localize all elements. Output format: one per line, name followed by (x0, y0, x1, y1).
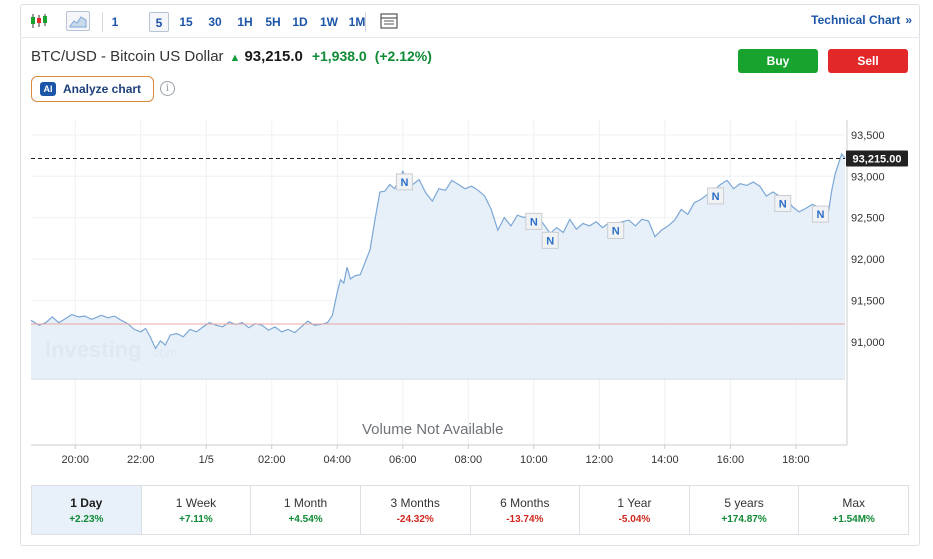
timeframe-5[interactable]: 5 (149, 12, 169, 32)
current-price-label: 93,215.00 (853, 153, 902, 165)
x-tick-label: 04:00 (324, 454, 352, 466)
timeframe-1w[interactable]: 1W (320, 15, 338, 29)
period-change: +2.23% (69, 513, 104, 525)
x-tick-label: 12:00 (586, 454, 614, 466)
period-label: 5 years (724, 495, 764, 510)
last-price: 93,215.0 (244, 48, 303, 65)
buy-button[interactable]: Buy (738, 49, 818, 73)
technical-chart-label: Technical Chart (811, 13, 901, 27)
timeframe-30[interactable]: 30 (208, 15, 222, 29)
instrument-name: BTC/USD - Bitcoin US Dollar (31, 48, 224, 65)
news-marker-label: N (816, 209, 824, 221)
news-marker-label: N (779, 199, 787, 211)
toolbar-divider (102, 12, 103, 32)
technical-chart-link[interactable]: Technical Chart » (811, 13, 912, 27)
x-tick-label: 06:00 (389, 454, 417, 466)
up-arrow-icon: ▲ (229, 52, 241, 64)
x-tick-label: 14:00 (651, 454, 679, 466)
ai-badge-icon: AI (40, 82, 56, 96)
toolbar-divider (365, 12, 366, 32)
current-price-tag (846, 150, 908, 167)
news-marker (707, 187, 725, 205)
table-icon[interactable] (378, 11, 400, 31)
period-1-year[interactable]: 1 Year -5.04% (580, 486, 690, 534)
price-area (31, 153, 845, 379)
period-1-day[interactable]: 1 Day +2.23% (32, 486, 142, 534)
period-change: +7.11% (179, 513, 213, 525)
analyze-chart-button[interactable]: AI Analyze chart (31, 76, 154, 102)
news-marker (607, 221, 625, 239)
y-tick-label: 92,500 (851, 213, 885, 225)
timeframe-1m[interactable]: 1M (348, 15, 366, 29)
analyze-chart-label: Analyze chart (63, 82, 142, 96)
x-tick-label: 16:00 (717, 454, 745, 466)
news-marker (774, 195, 792, 213)
news-marker-label: N (400, 177, 408, 189)
period-1-week[interactable]: 1 Week +7.11% (142, 486, 252, 534)
news-marker (541, 231, 559, 249)
period-change: +1.54M% (832, 513, 875, 525)
x-tick-label: 08:00 (455, 454, 483, 466)
price-line (30, 152, 846, 350)
news-marker (525, 212, 543, 230)
volume-not-available: Volume Not Available (362, 421, 504, 438)
news-marker-label: N (546, 235, 554, 247)
period-change: -5.04% (618, 513, 651, 525)
instrument-header: BTC/USD - Bitcoin US Dollar ▲ 93,215.0 +… (31, 48, 432, 65)
x-tick-label: 02:00 (258, 454, 286, 466)
news-marker-label: N (530, 216, 538, 228)
y-tick-label: 93,500 (851, 130, 885, 142)
x-tick-label: 22:00 (127, 454, 155, 466)
period-1-month[interactable]: 1 Month +4.54% (251, 486, 361, 534)
timeframe-1d[interactable]: 1D (292, 15, 308, 29)
period-performance-bar: 1 Day +2.23% 1 Week +7.11% 1 Month +4.54% 3 Mo… (31, 485, 909, 535)
candlestick-icon[interactable] (28, 11, 50, 31)
area-chart-icon[interactable] (66, 11, 90, 31)
y-tick-label: 91,000 (851, 337, 885, 349)
price-chart: Investing.com93,50093,00092,50092,00091,… (30, 120, 908, 466)
period-3-months[interactable]: 3 Months -24.32% (361, 486, 471, 534)
price-change-percent: (+2.12%) (374, 48, 432, 64)
news-marker (811, 205, 829, 223)
y-tick-label: 92,000 (851, 254, 885, 266)
news-marker-label: N (712, 191, 720, 203)
chart-toolbar: 1 5 15 30 1H 5H 1D 1W 1M Technical Chart» (20, 4, 920, 38)
y-tick-label: 91,500 (851, 295, 885, 307)
period-label: 1 Year (617, 495, 652, 510)
x-tick-label: 10:00 (520, 454, 548, 466)
y-tick-label: 93,000 (851, 171, 885, 183)
timeframe-1h[interactable]: 1H (237, 15, 253, 29)
period-label: 6 Months (500, 495, 550, 510)
period-6-months[interactable]: 6 Months -13.74% (471, 486, 581, 534)
period-label: 1 Day (70, 495, 103, 510)
period-5-years[interactable]: 5 years +174.87% (690, 486, 800, 534)
period-change: -24.32% (396, 513, 434, 525)
period-max[interactable]: Max +1.54M% (799, 486, 908, 534)
timeframe-5h[interactable]: 5H (265, 15, 281, 29)
period-label: 1 Week (175, 495, 217, 510)
period-change: +174.87% (721, 513, 767, 525)
double-chevron-right-icon: » (905, 13, 912, 27)
x-tick-label: 18:00 (782, 454, 810, 466)
period-label: Max (842, 495, 866, 510)
news-marker (395, 173, 413, 191)
timeframe-15[interactable]: 15 (179, 15, 193, 29)
period-change: -13.74% (506, 513, 544, 525)
news-marker-label: N (612, 225, 620, 237)
period-label: 3 Months (390, 495, 440, 510)
sell-button[interactable]: Sell (828, 49, 908, 73)
price-change: +1,938.0 (311, 48, 367, 64)
info-icon[interactable]: i (160, 81, 175, 96)
x-tick-label: 1/5 (199, 454, 214, 466)
timeframe-1[interactable]: 1 (111, 15, 119, 29)
period-label: 1 Month (283, 495, 328, 510)
x-tick-label: 20:00 (61, 454, 89, 466)
period-change: +4.54% (288, 513, 323, 525)
